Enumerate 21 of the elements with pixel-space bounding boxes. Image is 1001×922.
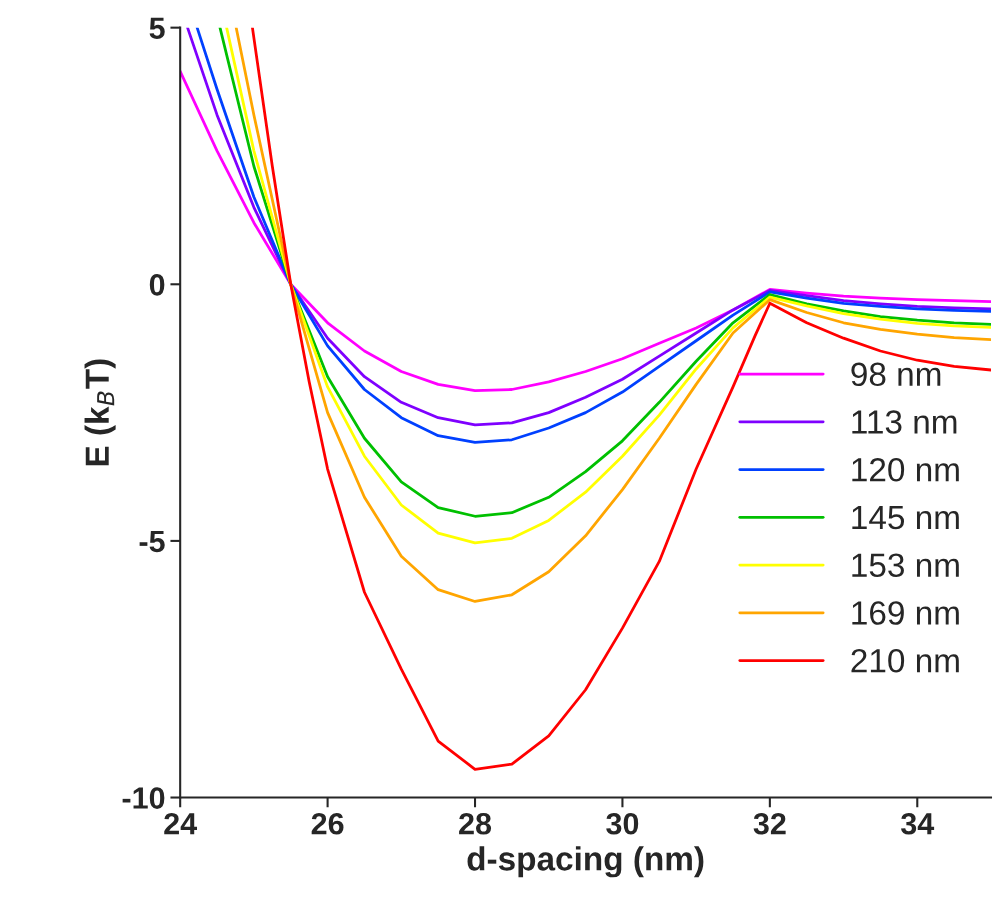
y-tick-label: -5 (139, 530, 165, 553)
y-tick-label: 0 (149, 274, 165, 296)
x-tick-label: 30 (606, 812, 639, 835)
legend-label: 153 nm (852, 553, 959, 578)
y-tick-label: -10 (122, 787, 165, 809)
x-tick-label: 24 (164, 812, 198, 835)
y-axis-title: E (k$_{B}$T) (84, 359, 116, 466)
legend-label: 98 nm (851, 362, 941, 387)
line-series (251, 27, 991, 771)
x-tick-label: 34 (900, 812, 935, 835)
legend-label: 113 nm (852, 410, 957, 434)
x-axis-title: d-spacing (nm) (467, 846, 704, 878)
x-tick-label: 28 (459, 812, 492, 835)
legend-label: 120 nm (852, 457, 959, 482)
y-tick-label: 5 (149, 17, 165, 40)
legend-label: 169 nm (852, 601, 959, 625)
x-tick-label: 32 (753, 812, 786, 835)
legend-label: 210 nm (851, 648, 959, 673)
legend-label: 145 nm (852, 506, 959, 530)
line-series (180, 69, 991, 392)
x-tick-label: 26 (311, 812, 344, 835)
